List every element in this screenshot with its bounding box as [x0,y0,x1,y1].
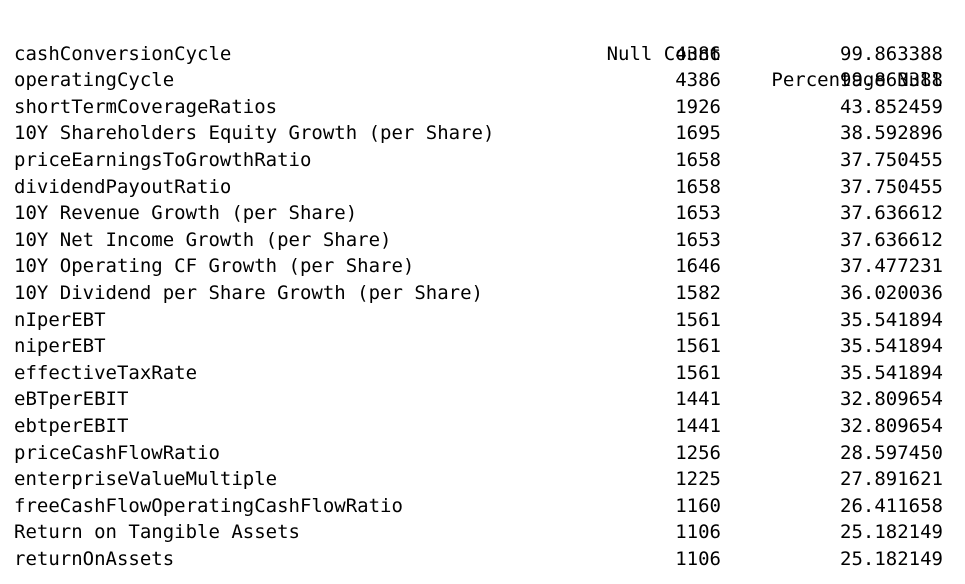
table-row: shortTermCoverageRatios 1926 43.852459 [0,94,965,121]
dataframe-output: Null Count Percentage Null cashConversio… [0,14,965,572]
percentage-null-value: 25.182149 [840,547,943,570]
table-row: dividendPayoutRatio 1658 37.750455 [0,174,965,201]
row-label: priceCashFlowRatio [14,441,220,464]
null-count-value: 4386 [675,42,721,65]
null-count-value: 1653 [675,202,721,225]
row-label: 10Y Dividend per Share Growth (per Share… [14,281,483,304]
null-count-value: 4386 [675,69,721,92]
row-label: 10Y Revenue Growth (per Share) [14,202,358,225]
row-label: priceEarningsToGrowthRatio [14,148,312,171]
row-label: 10Y Operating CF Growth (per Share) [14,255,415,278]
null-count-value: 1658 [675,148,721,171]
table-row: priceCashFlowRatio 1256 28.597450 [0,440,965,467]
table-row: freeCashFlowOperatingCashFlowRatio 1160 26… [0,493,965,520]
row-label: freeCashFlowOperatingCashFlowRatio [14,494,403,517]
table-row: 10Y Operating CF Growth (per Share) 1646 3… [0,253,965,280]
percentage-null-value: 26.411658 [840,494,943,517]
row-label: Return on Tangible Assets [14,521,300,544]
null-count-value: 1225 [675,468,721,491]
row-label: niperEBT [14,335,106,358]
row-label: operatingCycle [14,69,175,92]
null-count-value: 1695 [675,122,721,145]
percentage-null-value: 99.863388 [840,42,943,65]
percentage-null-value: 32.809654 [840,388,943,411]
table-row: priceEarningsToGrowthRatio 1658 37.750455 [0,147,965,174]
percentage-null-value: 37.750455 [840,175,943,198]
percentage-null-value: 32.809654 [840,414,943,437]
null-count-value: 1561 [675,308,721,331]
percentage-null-value: 38.592896 [840,122,943,145]
null-count-value: 1106 [675,547,721,570]
table-body: cashConversionCycle 4386 99.863388 operatin… [0,41,965,573]
null-count-value: 1658 [675,175,721,198]
null-count-value: 1926 [675,95,721,118]
percentage-null-value: 99.863388 [840,69,943,92]
row-label: eBTperEBIT [14,388,129,411]
table-row: 10Y Net Income Growth (per Share) 1653 37.… [0,227,965,254]
percentage-null-value: 35.541894 [840,361,943,384]
table-row: cashConversionCycle 4386 99.863388 [0,41,965,68]
header-row: Null Count Percentage Null [0,14,965,92]
percentage-null-value: 37.636612 [840,228,943,251]
percentage-null-value: 36.020036 [840,281,943,304]
row-label: cashConversionCycle [14,42,232,65]
row-label: returnOnAssets [14,547,175,570]
row-label: nIperEBT [14,308,106,331]
column-header-null-count: Null Count [606,42,721,65]
table-row: 10Y Dividend per Share Growth (per Share… [0,280,965,307]
table-row: niperEBT 1561 35.541894 [0,333,965,360]
row-label: effectiveTaxRate [14,361,198,384]
row-label: enterpriseValueMultiple [14,468,278,491]
table-row: effectiveTaxRate 1561 35.541894 [0,360,965,387]
table-row: returnOnAssets 1106 25.182149 [0,546,965,573]
row-label: 10Y Shareholders Equity Growth (per Shar… [14,122,495,145]
column-header-percentage-null: Percentage Null [771,69,943,92]
null-count-value: 1561 [675,361,721,384]
table-row: enterpriseValueMultiple 1225 27.891621 [0,466,965,493]
null-count-value: 1441 [675,388,721,411]
null-count-value: 1653 [675,228,721,251]
null-count-value: 1441 [675,414,721,437]
percentage-null-value: 37.477231 [840,255,943,278]
null-count-value: 1561 [675,335,721,358]
null-count-value: 1160 [675,494,721,517]
table-row: 10Y Revenue Growth (per Share) 1653 37.636… [0,200,965,227]
null-count-value: 1256 [675,441,721,464]
table-row: Return on Tangible Assets 1106 25.182149 [0,519,965,546]
percentage-null-value: 28.597450 [840,441,943,464]
row-label: ebtperEBIT [14,414,129,437]
percentage-null-value: 25.182149 [840,521,943,544]
table-row: eBTperEBIT 1441 32.809654 [0,386,965,413]
percentage-null-value: 35.541894 [840,335,943,358]
table-row: 10Y Shareholders Equity Growth (per Shar… [0,120,965,147]
row-label: shortTermCoverageRatios [14,95,278,118]
null-count-value: 1582 [675,281,721,304]
null-count-value: 1646 [675,255,721,278]
null-count-value: 1106 [675,521,721,544]
row-label: dividendPayoutRatio [14,175,232,198]
row-label: 10Y Net Income Growth (per Share) [14,228,392,251]
percentage-null-value: 27.891621 [840,468,943,491]
percentage-null-value: 35.541894 [840,308,943,331]
percentage-null-value: 37.750455 [840,148,943,171]
table-row: ebtperEBIT 1441 32.809654 [0,413,965,440]
table-row: nIperEBT 1561 35.541894 [0,307,965,334]
percentage-null-value: 37.636612 [840,202,943,225]
percentage-null-value: 43.852459 [840,95,943,118]
table-row: operatingCycle 4386 99.863388 [0,67,965,94]
